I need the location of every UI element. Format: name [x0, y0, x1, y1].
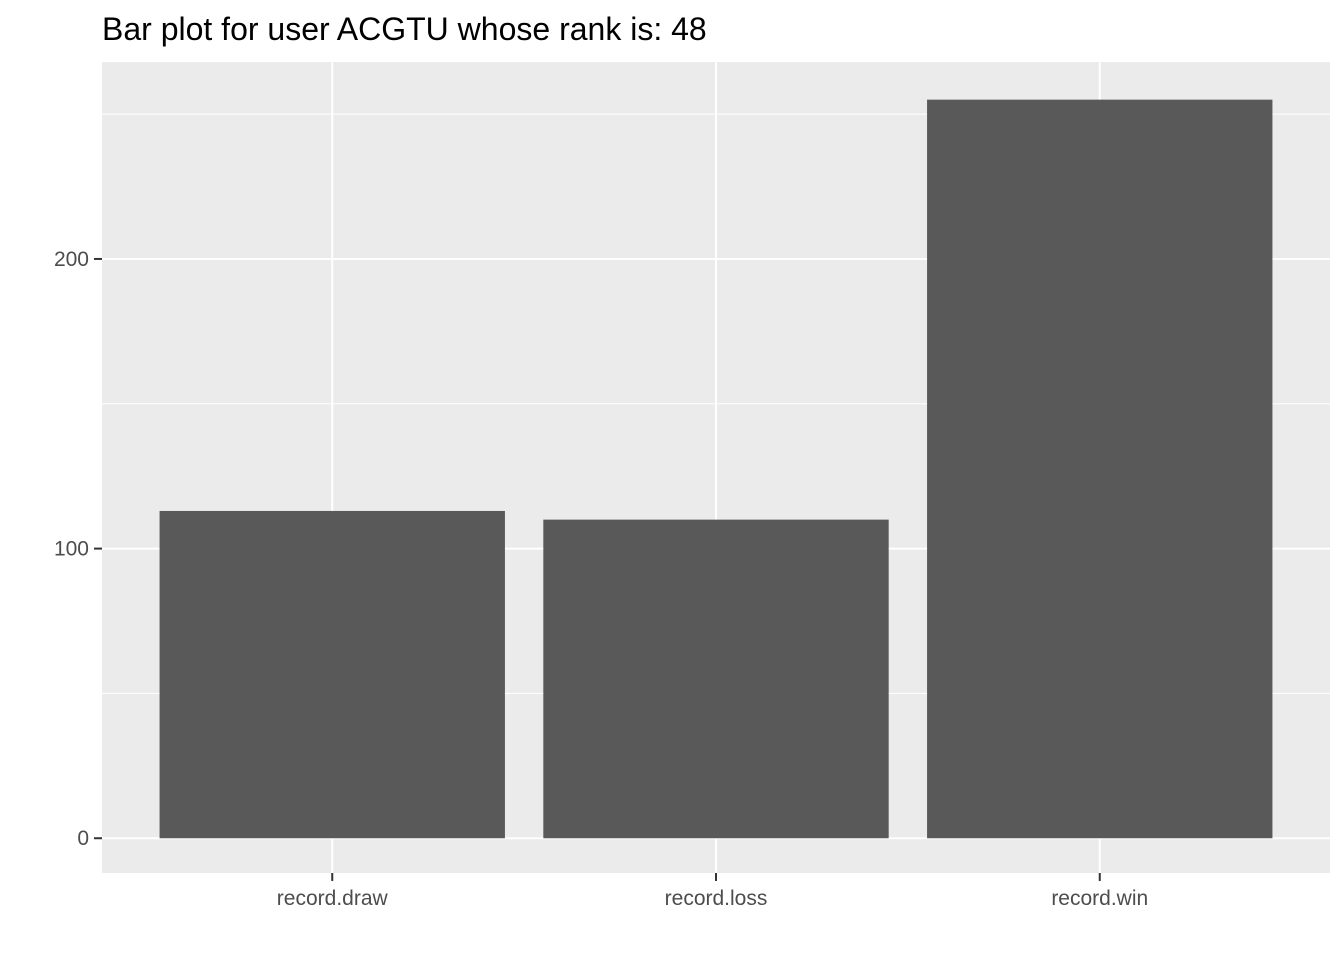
bars	[159, 99, 1273, 839]
y-tick-label: 100	[54, 538, 89, 561]
x-tick-label: record.draw	[277, 887, 389, 910]
bar-record-win	[927, 99, 1273, 839]
y-axis: 0 100 200	[54, 248, 102, 850]
bar-record-draw	[159, 510, 505, 839]
y-tick-label: 0	[77, 827, 89, 850]
y-tick-label: 200	[54, 248, 89, 271]
x-tick-label: record.win	[1051, 887, 1148, 910]
chart-title: Bar plot for user ACGTU whose rank is: 4…	[102, 11, 707, 47]
bar-record-loss	[543, 519, 889, 839]
x-tick-label: record.loss	[665, 887, 768, 910]
x-axis: record.draw record.loss record.win	[277, 873, 1148, 910]
